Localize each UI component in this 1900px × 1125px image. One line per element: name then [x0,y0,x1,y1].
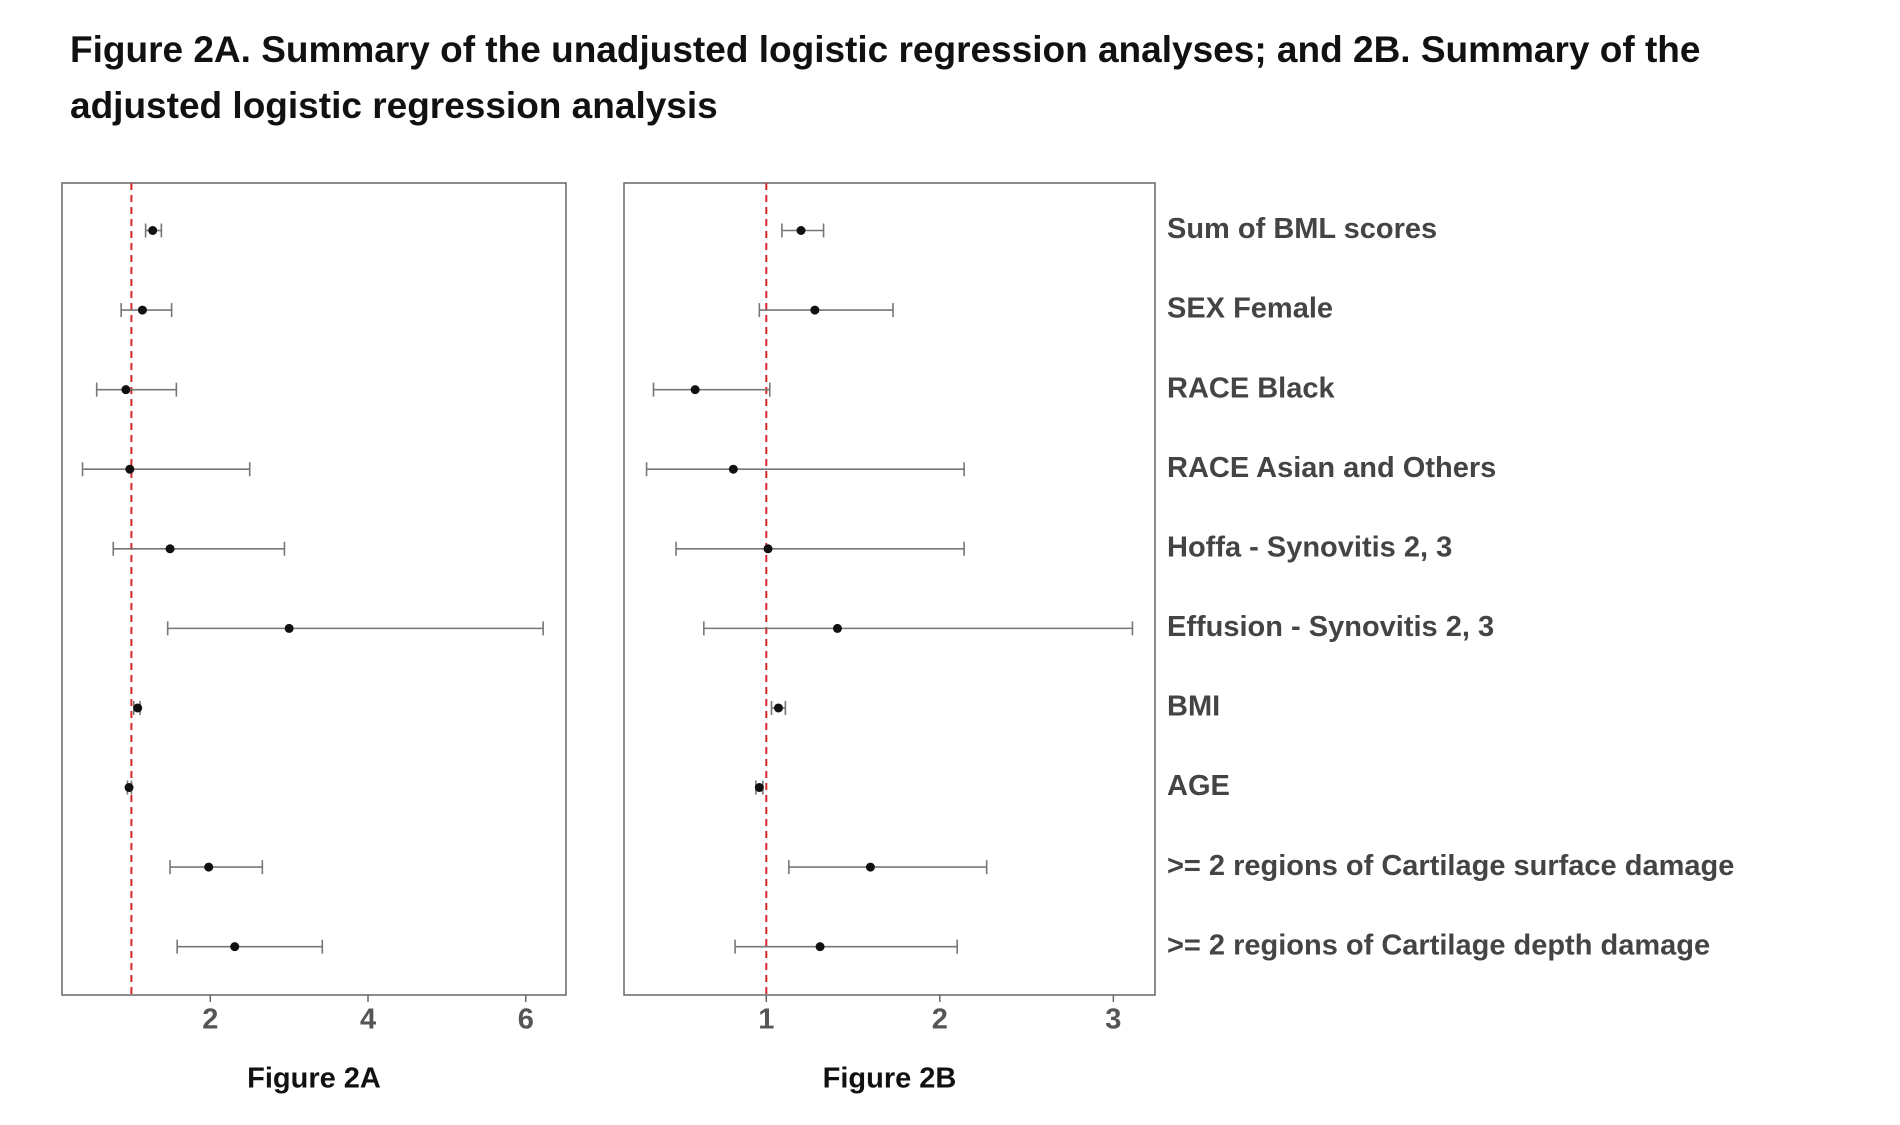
point-estimate [832,623,842,633]
point-estimate [773,703,783,713]
row-label: >= 2 regions of Cartilage surface damage [1167,850,1734,882]
row-label: RACE Black [1167,372,1335,404]
plot-frame [61,182,567,996]
point-estimate [728,464,738,474]
point-estimate [165,544,175,554]
x-tick-label: 3 [1105,1004,1121,1036]
chart-title: Figure 2A. Summary of the unadjusted log… [70,29,1701,126]
point-estimate [754,783,764,793]
row-label: Sum of BML scores [1167,213,1437,245]
point-estimate [690,385,700,395]
x-tick-label: 1 [758,1004,774,1036]
row-label: SEX Female [1167,293,1333,325]
row-label: RACE Asian and Others [1167,452,1496,484]
point-estimate [125,464,135,474]
point-estimate [137,305,147,315]
row-label: >= 2 regions of Cartilage depth damage [1167,929,1710,961]
x-tick-label: 2 [932,1004,948,1036]
point-estimate [865,862,875,872]
panel-caption: Figure 2B [823,1063,957,1095]
point-estimate [148,226,158,236]
title-box: Figure 2A. Summary of the unadjusted log… [70,29,1701,126]
point-estimate [796,226,806,236]
point-estimate [230,942,240,952]
point-estimate [284,623,294,633]
row-label: Hoffa - Synovitis 2, 3 [1167,531,1452,563]
point-estimate [810,305,820,315]
plot-frame [623,182,1156,996]
point-estimate [133,703,143,713]
x-tick-label: 6 [518,1004,534,1036]
x-tick-label: 4 [360,1004,376,1036]
x-tick-label: 2 [202,1004,218,1036]
row-label: BMI [1167,691,1220,723]
point-estimate [815,942,825,952]
panel-caption: Figure 2A [247,1063,381,1095]
row-label: AGE [1167,770,1230,802]
point-estimate [763,544,773,554]
point-estimate [121,385,131,395]
point-estimate [204,862,214,872]
point-estimate [124,783,134,793]
row-label: Effusion - Synovitis 2, 3 [1167,611,1494,643]
